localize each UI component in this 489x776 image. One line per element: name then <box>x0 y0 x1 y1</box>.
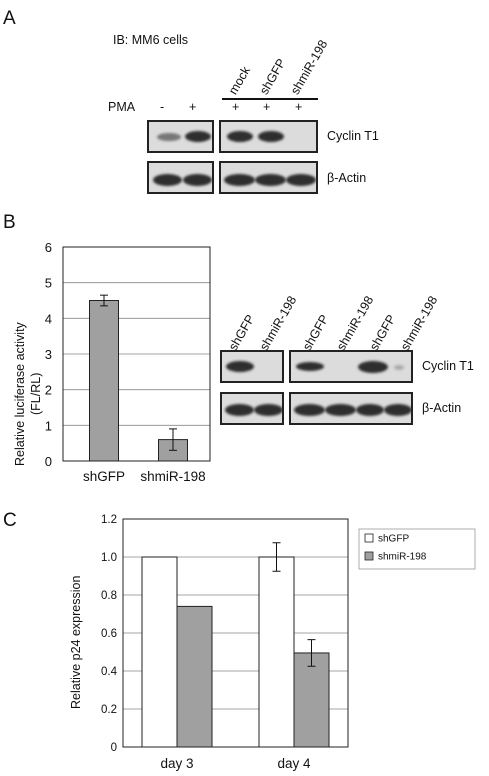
p24-chart: 0 0.2 0.4 0.6 0.8 1.0 1.2 day 3 day 4 Relative … <box>69 514 476 771</box>
y-tick-label: 1 <box>45 418 52 433</box>
panel-c-letter: C <box>3 510 17 531</box>
b-lane-label-3: shGFP <box>300 312 332 353</box>
lane-label-shgfp: shGFP <box>257 56 289 97</box>
p24-plot-frame <box>122 518 349 748</box>
band <box>286 174 316 186</box>
y-tick-label: 6 <box>45 240 52 255</box>
y-tick-label: 0 <box>111 742 117 754</box>
b-lane-label-6: shmiR-198 <box>398 293 441 353</box>
legend-box <box>358 528 476 570</box>
lane-label-shmir198: shmiR-198 <box>288 37 331 97</box>
y-tick-label: 0.2 <box>101 704 117 716</box>
band <box>224 174 255 186</box>
y-tick-label: 1.0 <box>101 552 117 564</box>
b-lane-label-2: shmiR-198 <box>257 293 300 353</box>
bar-shmir-198-day3 <box>176 605 213 748</box>
pma-plus-lane2: + <box>189 100 197 114</box>
legend-swatch <box>364 551 374 561</box>
panel-b-letter: B <box>3 212 16 233</box>
b-lane-label-5: shGFP <box>367 312 399 353</box>
band <box>157 133 181 141</box>
bar-shmir-198-day4 <box>293 652 330 748</box>
y-tick-label: 5 <box>45 276 52 291</box>
band <box>183 174 212 186</box>
pma-plus-mock: + <box>232 100 240 114</box>
x-category-label: day 3 <box>160 756 193 771</box>
band <box>227 131 253 142</box>
p24-ylabel: Relative p24 expression <box>69 576 83 709</box>
blot-b-cyclin-right <box>289 350 413 383</box>
band <box>225 404 254 416</box>
luciferase-plot-frame <box>62 246 211 462</box>
y-tick-label: 1.2 <box>101 514 117 526</box>
x-category-label: shGFP <box>83 469 125 484</box>
pma-plus-shgfp: + <box>263 100 271 114</box>
x-category-label: shmiR-198 <box>140 469 205 484</box>
y-tick-label: 0.8 <box>101 590 117 602</box>
band <box>226 361 254 372</box>
band <box>185 131 211 142</box>
band <box>258 131 284 142</box>
panel-b-actin-label: β-Actin <box>422 401 462 415</box>
band <box>254 404 282 416</box>
panel-a-letter: A <box>3 8 16 29</box>
blot-a-actin-left <box>147 161 214 194</box>
x-category-label: day 4 <box>277 756 311 771</box>
blot-b-actin-right <box>289 392 413 425</box>
band <box>394 365 404 370</box>
blot-a-actin-right <box>219 161 318 194</box>
band <box>356 404 384 416</box>
blot-b-actin-left <box>220 392 284 425</box>
bar-shgfp-day3 <box>141 556 178 748</box>
legend-swatch <box>364 533 374 543</box>
panel-a-title: IB: MM6 cells <box>113 33 189 47</box>
y-tick-label: 2 <box>45 383 52 398</box>
panel-b-cyclin-label: Cyclin T1 <box>422 359 474 373</box>
band <box>153 174 182 186</box>
p24-legend: shGFP shmiR-198 <box>358 528 476 570</box>
pma-minus-lane1: - <box>160 100 165 114</box>
y-tick-label: 0 <box>45 454 52 469</box>
bar-shgfp <box>89 300 119 462</box>
legend-label: shGFP <box>378 534 409 545</box>
luciferase-ylabel-line2: (FL/RL) <box>29 373 43 415</box>
panel-a-cyclin-label: Cyclin T1 <box>327 129 379 143</box>
band <box>325 404 356 416</box>
panel-a-actin-label: β-Actin <box>327 171 367 185</box>
y-tick-label: 4 <box>45 311 52 326</box>
lane-label-mock: mock <box>226 64 254 97</box>
luciferase-chart: 0 1 2 3 4 5 6 shGFP shmiR-198 Relative lucifera… <box>13 240 211 484</box>
band <box>294 404 325 416</box>
blot-b-cyclin-left <box>220 350 284 383</box>
band <box>358 361 388 373</box>
band <box>255 174 286 186</box>
luciferase-ylabel-line1: Relative luciferase activity <box>13 321 27 466</box>
pma-plus-shmir198: + <box>295 100 303 114</box>
b-lane-label-1: shGFP <box>226 312 258 353</box>
bar-shgfp-day4 <box>258 556 295 748</box>
blot-a-cyclin-left <box>147 120 214 153</box>
band <box>384 404 411 416</box>
y-tick-label: 0.6 <box>101 628 117 640</box>
lane-divider-line <box>222 98 318 100</box>
y-tick-label: 0.4 <box>101 666 118 678</box>
luciferase-gridlines <box>63 282 210 426</box>
y-tick-label: 3 <box>45 347 52 362</box>
band <box>296 362 324 371</box>
pma-label: PMA <box>108 100 136 114</box>
blot-a-cyclin-right <box>219 120 318 153</box>
legend-label: shmiR-198 <box>378 552 427 563</box>
